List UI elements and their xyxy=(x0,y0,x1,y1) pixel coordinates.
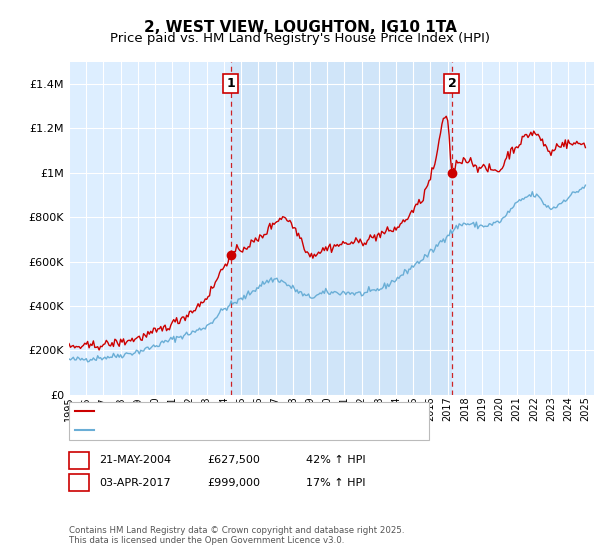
Text: 1: 1 xyxy=(226,77,235,90)
Text: 2, WEST VIEW, LOUGHTON, IG10 1TA (detached house): 2, WEST VIEW, LOUGHTON, IG10 1TA (detach… xyxy=(98,406,385,416)
Bar xyxy=(230,62,452,395)
Text: 42% ↑ HPI: 42% ↑ HPI xyxy=(306,455,365,465)
Text: 1: 1 xyxy=(74,454,83,467)
Text: 21-MAY-2004: 21-MAY-2004 xyxy=(99,455,171,465)
Text: 2, WEST VIEW, LOUGHTON, IG10 1TA: 2, WEST VIEW, LOUGHTON, IG10 1TA xyxy=(143,20,457,35)
Text: Contains HM Land Registry data © Crown copyright and database right 2025.: Contains HM Land Registry data © Crown c… xyxy=(69,526,404,535)
Text: £999,000: £999,000 xyxy=(207,478,260,488)
Text: HPI: Average price, detached house, Epping Forest: HPI: Average price, detached house, Eppi… xyxy=(98,425,362,435)
Text: This data is licensed under the Open Government Licence v3.0.: This data is licensed under the Open Gov… xyxy=(69,536,344,545)
Text: 2: 2 xyxy=(74,476,83,489)
Text: Price paid vs. HM Land Registry's House Price Index (HPI): Price paid vs. HM Land Registry's House … xyxy=(110,32,490,45)
Text: 2: 2 xyxy=(448,77,457,90)
Text: £627,500: £627,500 xyxy=(207,455,260,465)
Text: 03-APR-2017: 03-APR-2017 xyxy=(99,478,170,488)
Text: 17% ↑ HPI: 17% ↑ HPI xyxy=(306,478,365,488)
